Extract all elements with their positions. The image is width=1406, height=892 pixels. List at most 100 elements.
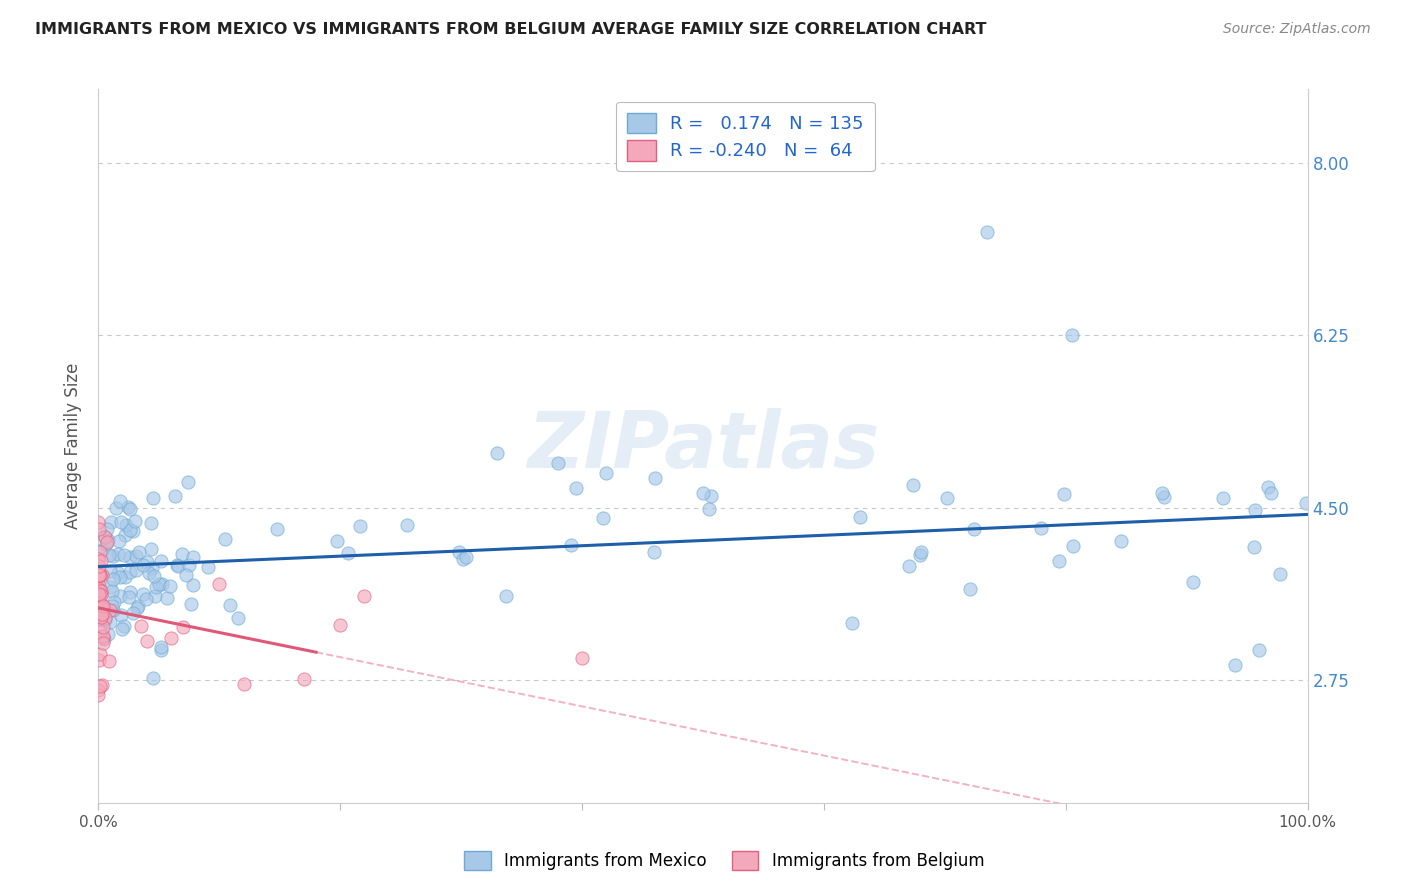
Point [963, 522, 986, 536]
Point [150, 554, 173, 568]
Point [108, 589, 131, 603]
Point [159, 579, 181, 593]
Point [125, 549, 148, 563]
Point [87, 582, 110, 597]
Point [90, 607, 112, 622]
Point [93, 632, 115, 646]
Point [692, 485, 714, 500]
Point [898, 559, 921, 574]
Point [136, 555, 159, 569]
Point [156, 591, 179, 605]
Point [266, 522, 288, 536]
Point [697, 501, 720, 516]
Point [89, 545, 111, 559]
Y-axis label: Average Family Size: Average Family Size [65, 363, 83, 529]
Point [910, 548, 932, 562]
Point [103, 572, 125, 586]
Point [87, 587, 110, 601]
Point [89, 624, 111, 639]
Point [141, 491, 163, 505]
Point [97, 533, 120, 547]
Point [87, 589, 110, 603]
Point [87, 589, 110, 603]
Point [1152, 485, 1174, 500]
Point [128, 544, 150, 558]
Point [292, 672, 315, 686]
Point [114, 548, 136, 562]
Point [903, 478, 925, 492]
Point [226, 610, 249, 624]
Point [91, 629, 114, 643]
Point [214, 532, 236, 546]
Point [571, 651, 593, 665]
Point [699, 489, 721, 503]
Point [96, 522, 118, 536]
Point [1060, 328, 1083, 343]
Point [183, 578, 205, 592]
Text: IMMIGRANTS FROM MEXICO VS IMMIGRANTS FROM BELGIUM AVERAGE FAMILY SIZE CORRELATIO: IMMIGRANTS FROM MEXICO VS IMMIGRANTS FRO… [35, 22, 987, 37]
Point [90, 553, 112, 567]
Point [100, 615, 122, 630]
Point [98, 548, 121, 562]
Point [165, 489, 187, 503]
Point [142, 671, 165, 685]
Point [110, 515, 132, 529]
Point [91, 568, 114, 582]
Point [91, 632, 114, 646]
Point [90, 588, 112, 602]
Point [143, 569, 166, 583]
Point [232, 677, 254, 691]
Point [108, 493, 131, 508]
Point [91, 678, 114, 692]
Point [89, 679, 111, 693]
Point [91, 599, 114, 613]
Point [114, 518, 136, 533]
Point [145, 580, 167, 594]
Point [177, 558, 200, 572]
Point [150, 576, 173, 591]
Point [89, 596, 111, 610]
Point [87, 602, 110, 616]
Point [1109, 534, 1132, 549]
Point [87, 567, 110, 582]
Point [89, 596, 111, 610]
Point [1268, 566, 1291, 581]
Point [120, 549, 142, 564]
Point [87, 612, 110, 626]
Point [141, 516, 163, 530]
Point [101, 549, 124, 564]
Point [122, 606, 145, 620]
Point [643, 545, 665, 559]
Point [959, 582, 981, 596]
Point [108, 534, 131, 549]
Point [87, 682, 110, 697]
Point [87, 566, 110, 581]
Point [1295, 496, 1317, 510]
Point [129, 619, 152, 633]
Point [89, 567, 111, 582]
Point [219, 599, 242, 613]
Point [138, 566, 160, 580]
Point [90, 605, 112, 619]
Point [104, 501, 127, 516]
Text: ZIPatlas: ZIPatlas [527, 408, 879, 484]
Point [90, 610, 112, 624]
Point [208, 576, 231, 591]
Point [935, 491, 957, 505]
Point [595, 466, 617, 480]
Point [108, 570, 131, 584]
Point [1257, 480, 1279, 494]
Point [148, 576, 170, 591]
Point [94, 609, 117, 624]
Point [841, 615, 863, 630]
Point [167, 559, 190, 574]
Point [107, 547, 129, 561]
Point [87, 559, 110, 574]
Point [90, 610, 112, 624]
Point [90, 609, 112, 624]
Point [644, 471, 666, 485]
Legend: R =   0.174   N = 135, R = -0.240   N =  64: R = 0.174 N = 135, R = -0.240 N = 64 [616, 102, 875, 171]
Point [103, 603, 125, 617]
Point [93, 611, 115, 625]
Point [172, 547, 194, 561]
